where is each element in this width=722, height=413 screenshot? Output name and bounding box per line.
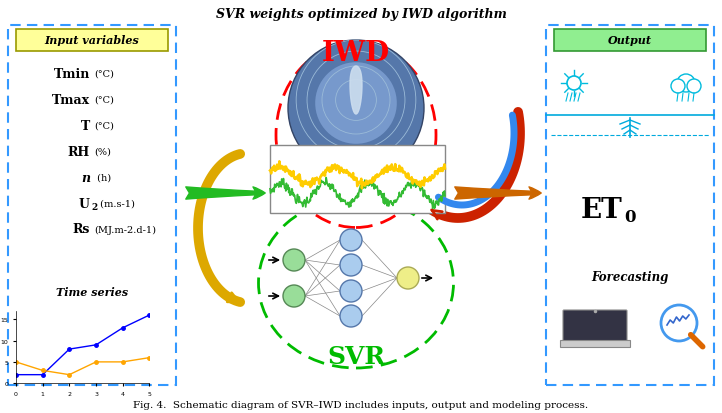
Circle shape (687, 80, 701, 94)
Text: SVR weights optimized by IWD algorithm: SVR weights optimized by IWD algorithm (216, 7, 506, 21)
FancyBboxPatch shape (554, 30, 706, 52)
Text: RH: RH (68, 145, 90, 158)
Circle shape (671, 80, 685, 94)
FancyBboxPatch shape (563, 310, 627, 342)
Text: Output: Output (608, 36, 652, 46)
Text: 0: 0 (624, 209, 635, 226)
Text: U: U (79, 197, 90, 210)
Text: ET: ET (580, 197, 622, 224)
FancyBboxPatch shape (560, 340, 630, 347)
Text: Input variables: Input variables (45, 36, 139, 46)
Circle shape (288, 41, 424, 177)
FancyBboxPatch shape (270, 146, 445, 214)
Text: Time series: Time series (56, 286, 128, 297)
FancyBboxPatch shape (16, 30, 168, 52)
Text: (h): (h) (94, 173, 111, 182)
Circle shape (340, 305, 362, 327)
Text: Tmax: Tmax (52, 93, 90, 106)
Text: n: n (81, 171, 90, 184)
Text: Tmin: Tmin (53, 67, 90, 80)
Text: IWD: IWD (322, 40, 390, 67)
Text: SVR: SVR (327, 344, 385, 368)
Circle shape (340, 254, 362, 276)
FancyBboxPatch shape (8, 26, 176, 385)
Circle shape (567, 77, 581, 91)
Text: T: T (81, 119, 90, 132)
Text: 2: 2 (91, 202, 97, 211)
Text: Forecasting: Forecasting (591, 271, 669, 284)
Text: Fig. 4.  Schematic diagram of SVR–IWD includes inputs, output and modeling proce: Fig. 4. Schematic diagram of SVR–IWD inc… (134, 401, 588, 410)
Text: (%): (%) (94, 147, 111, 156)
Text: (°C): (°C) (94, 95, 114, 104)
Circle shape (283, 285, 305, 307)
Text: (m.s-1): (m.s-1) (97, 199, 135, 208)
Circle shape (677, 75, 695, 93)
Text: Rs: Rs (73, 223, 90, 236)
Text: (°C): (°C) (94, 69, 114, 78)
Text: (°C): (°C) (94, 121, 114, 130)
Circle shape (283, 249, 305, 271)
Circle shape (397, 267, 419, 289)
Circle shape (340, 280, 362, 302)
Circle shape (340, 230, 362, 252)
FancyBboxPatch shape (546, 26, 714, 385)
Text: (MJ.m-2.d-1): (MJ.m-2.d-1) (94, 225, 156, 234)
Circle shape (316, 63, 397, 145)
Polygon shape (350, 67, 362, 115)
